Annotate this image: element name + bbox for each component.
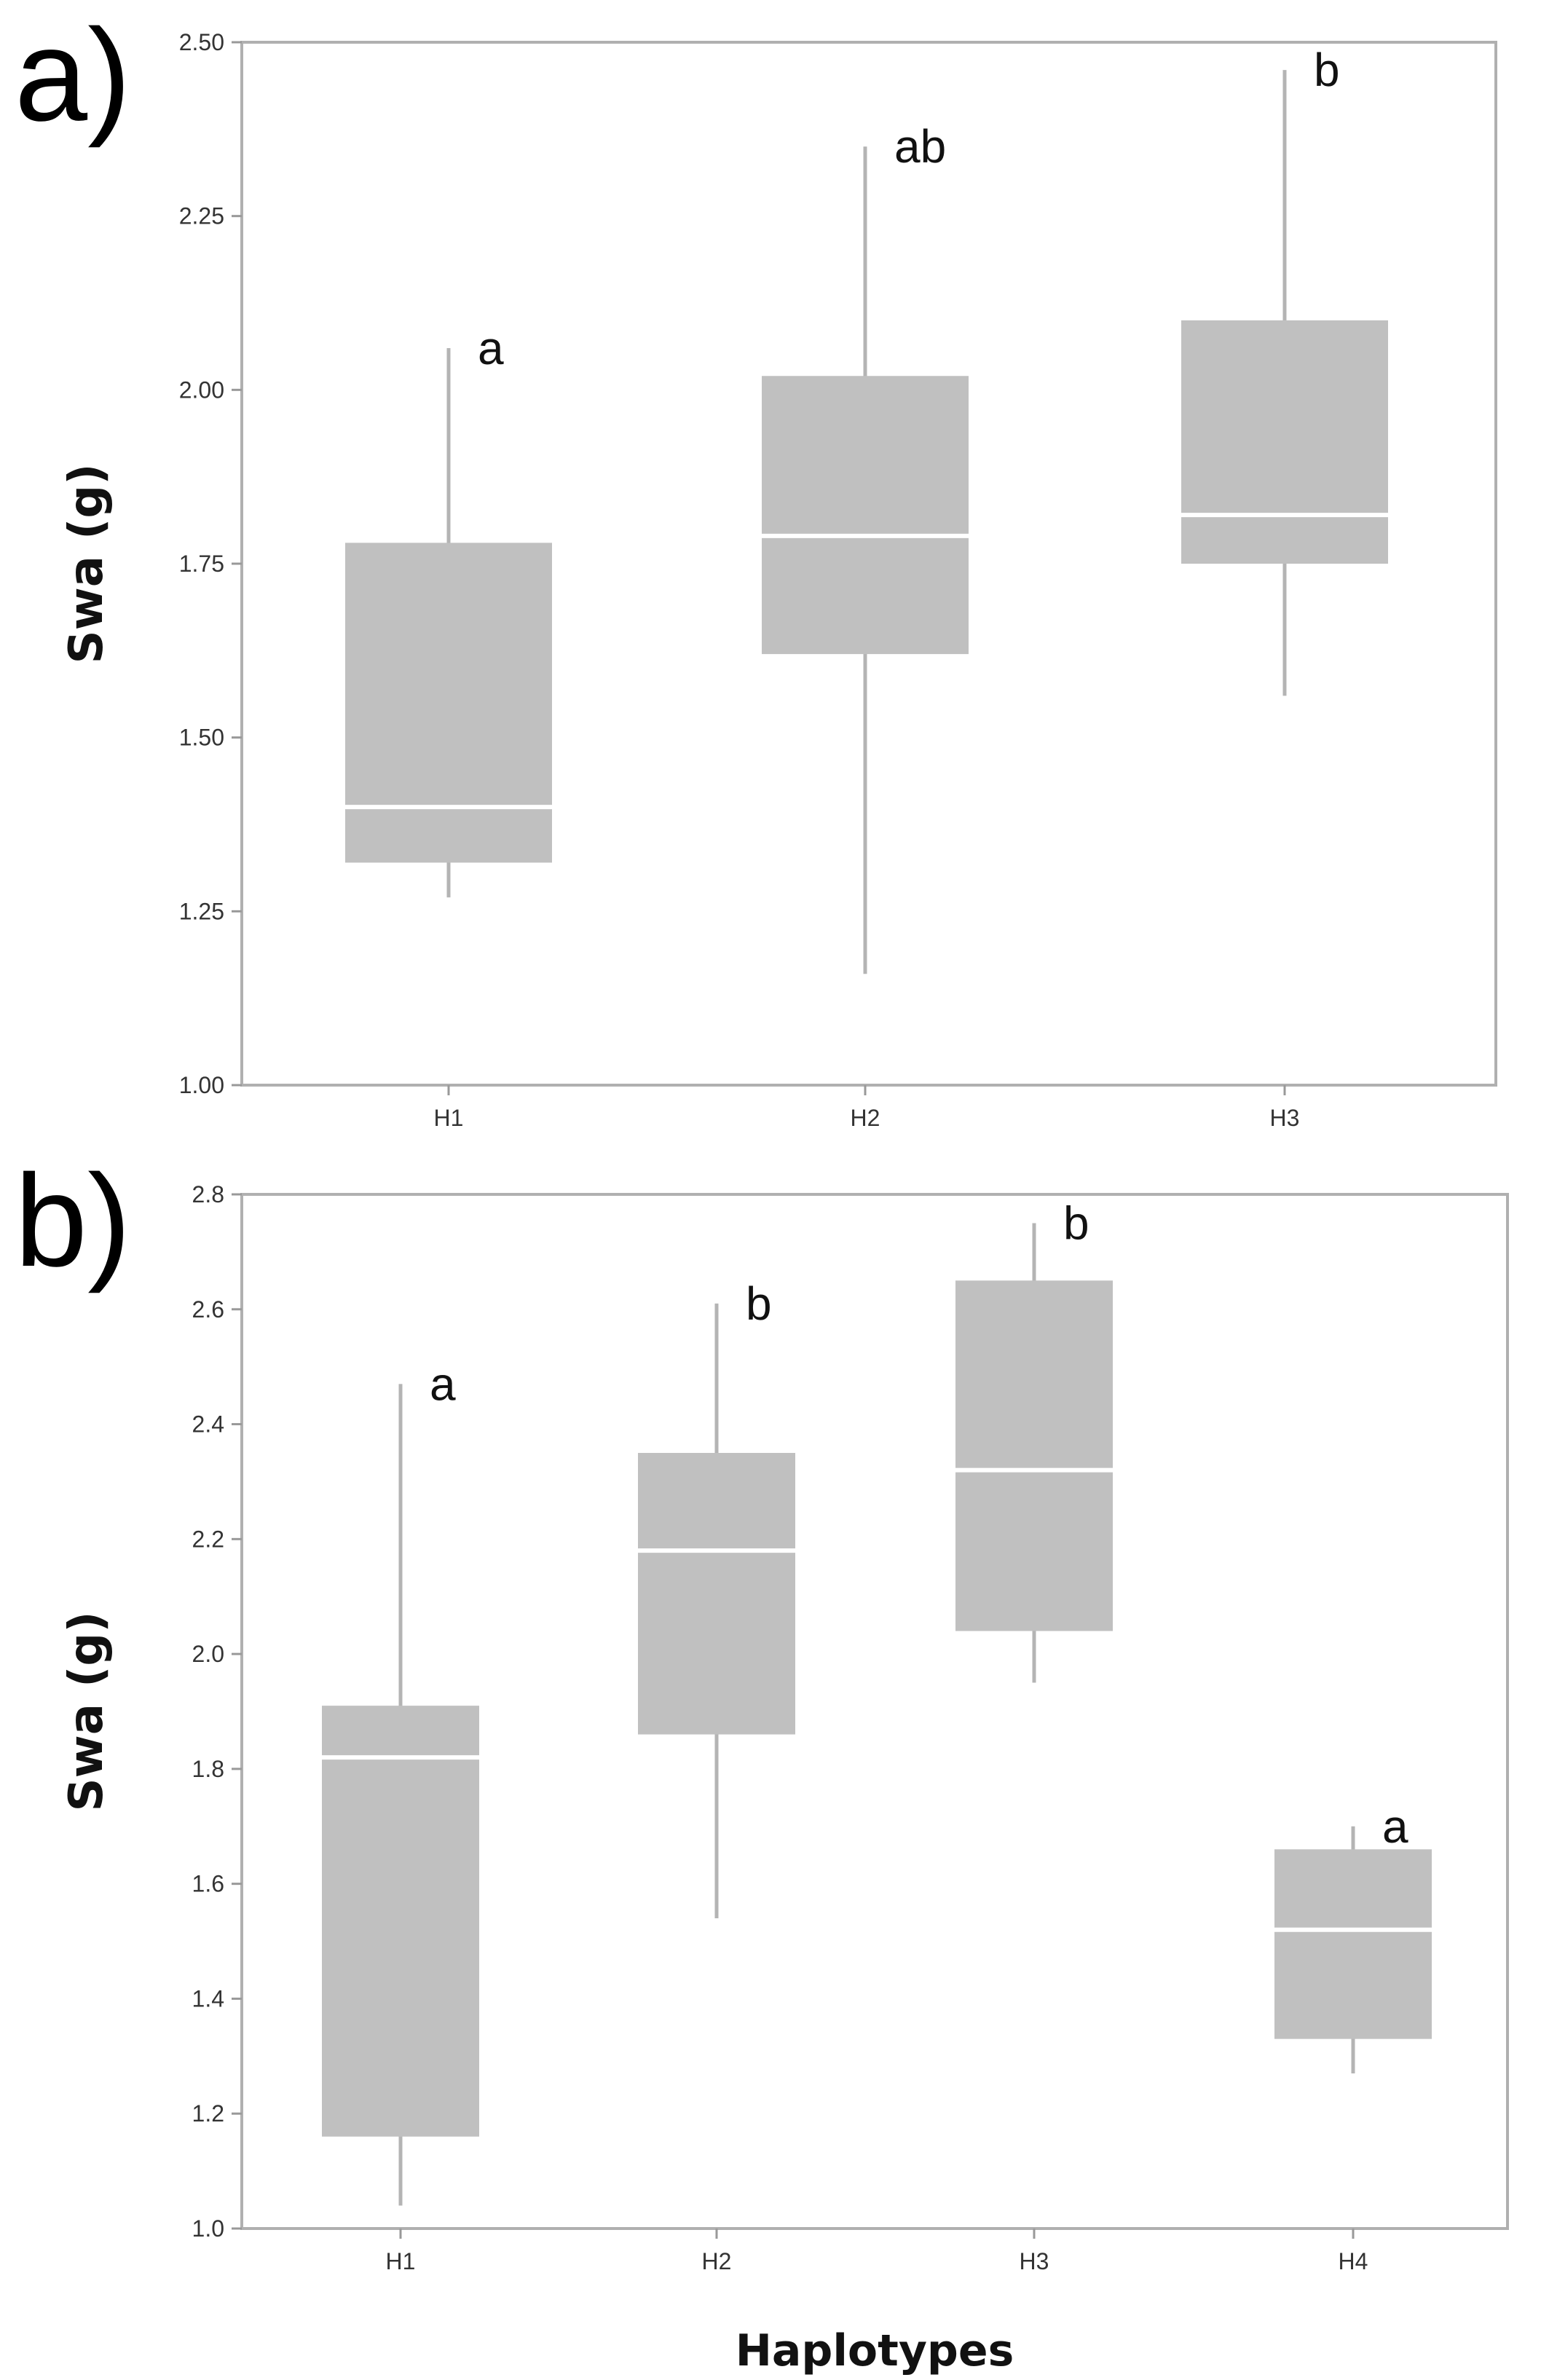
panel-a-ytick-label: 1.25 xyxy=(179,898,224,924)
panel-b-group-letter: a xyxy=(430,1358,456,1410)
panel-a-box xyxy=(762,376,969,655)
panel-a-xtick-label: H1 xyxy=(434,1105,464,1131)
panel-a-group-letter: ab xyxy=(894,120,946,173)
panel-b-box xyxy=(322,1706,479,2137)
panel-b-ytick-label: 1.0 xyxy=(192,2215,224,2242)
panel-b-box xyxy=(638,1453,795,1735)
panel-a-box xyxy=(345,543,552,863)
panel-b-xtick-label: H2 xyxy=(702,2248,732,2274)
panel-a-group-letter: a xyxy=(478,322,504,374)
panel-b-box xyxy=(1274,1849,1432,2039)
panel-b-xtick-label: H1 xyxy=(386,2248,416,2274)
panel-a-ytick-label: 2.50 xyxy=(179,29,224,55)
panel-b-ytick-label: 1.4 xyxy=(192,1985,224,2011)
panel-b-xtick-label: H3 xyxy=(1020,2248,1049,2274)
panel-b-ytick-label: 1.2 xyxy=(192,2100,224,2127)
panel-b-group-letter: b xyxy=(1063,1197,1089,1249)
panel-b-group-letter: b xyxy=(746,1277,772,1330)
panel-b-y-axis-label: Swa (g) xyxy=(60,1612,114,1812)
panel-a-ytick-label: 2.00 xyxy=(179,377,224,403)
panel-a-group-letter: b xyxy=(1314,44,1340,96)
panel-b-ytick-label: 1.8 xyxy=(192,1756,224,1782)
panel-a-xtick-label: H3 xyxy=(1270,1105,1300,1131)
panel-b-ytick-label: 2.4 xyxy=(192,1411,224,1438)
panel-a-box xyxy=(1181,320,1388,564)
panel-b-letter: b) xyxy=(15,1148,131,1294)
panel-a-ytick-label: 1.75 xyxy=(179,551,224,577)
panel-a-xtick-label: H2 xyxy=(851,1105,880,1131)
panel-a-ytick-label: 1.00 xyxy=(179,1072,224,1098)
panel-b-box xyxy=(955,1280,1113,1631)
panel-b-plot-frame xyxy=(240,1193,1509,2230)
panel-b-ytick-label: 2.6 xyxy=(192,1296,224,1323)
panel-b-ytick-label: 2.2 xyxy=(192,1526,224,1552)
panel-b-group-letter: a xyxy=(1382,1800,1408,1853)
panel-b-ytick-label: 1.6 xyxy=(192,1871,224,1897)
panel-a-ytick-label: 2.25 xyxy=(179,203,224,229)
panel-b-x-axis-label: Haplotypes xyxy=(736,2325,1014,2376)
panel-b-xtick-label: H4 xyxy=(1339,2248,1368,2274)
panel-b-ytick-label: 2.8 xyxy=(192,1181,224,1207)
panel-a-y-axis-label: Swa (g) xyxy=(60,464,114,664)
panel-a-ytick-label: 1.50 xyxy=(179,725,224,751)
panel-a-letter: a) xyxy=(15,2,131,149)
panel-b-ytick-label: 2.0 xyxy=(192,1641,224,1667)
